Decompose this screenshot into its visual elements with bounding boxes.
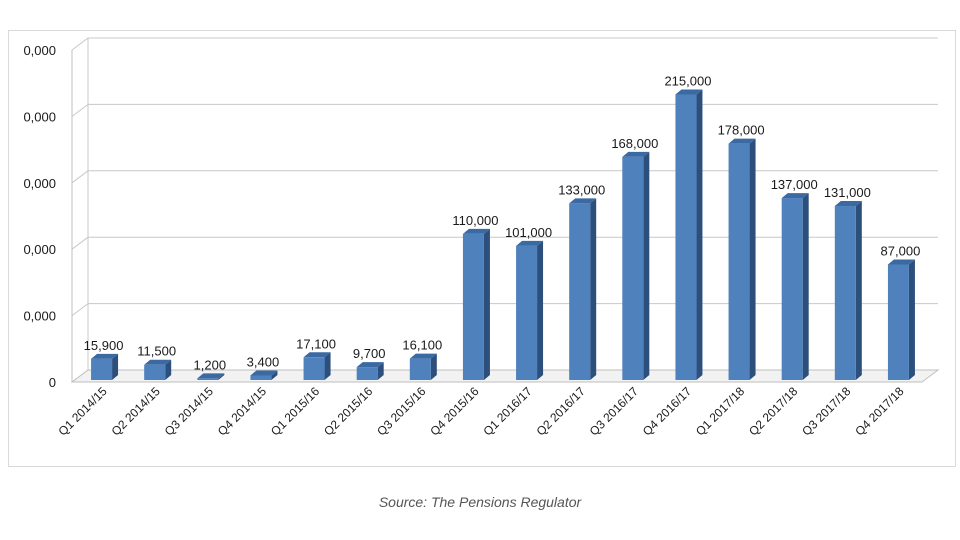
y-tick-label: 0,000 — [23, 242, 56, 257]
bar-side — [643, 151, 650, 380]
data-label: 131,000 — [824, 185, 871, 200]
data-label: 87,000 — [881, 243, 921, 258]
data-label: 101,000 — [505, 225, 552, 240]
y-tick-label: 0,000 — [23, 309, 56, 324]
bar — [728, 143, 750, 380]
gridline-depth — [71, 170, 89, 184]
bar-side — [377, 362, 384, 380]
bar-top — [144, 359, 172, 365]
x-tick-label: Q4 2016/17 — [640, 384, 694, 438]
y-tick-label: 0,000 — [23, 109, 56, 124]
bar-side — [271, 370, 278, 380]
bar — [569, 203, 591, 380]
bar-top — [887, 259, 915, 265]
y-axis: 0 0,000 0,000 0,000 0,000 0,000 — [23, 43, 56, 390]
data-label: 11,500 — [137, 344, 176, 359]
data-label: 215,000 — [664, 73, 711, 88]
data-labels: 15,900 11,500 1,200 3,400 17,100 9,700 16,100 1… — [84, 73, 921, 372]
bar-side — [855, 201, 862, 380]
bar-side — [749, 138, 756, 380]
bar-top — [197, 373, 225, 379]
chart-floor — [70, 369, 940, 383]
bar — [356, 367, 378, 380]
bar — [887, 264, 909, 380]
bar-top — [516, 240, 544, 246]
bar-side — [165, 359, 172, 380]
data-label: 9,700 — [353, 346, 386, 361]
bar-top — [781, 193, 809, 199]
chart-frame — [8, 30, 956, 467]
bar — [197, 378, 219, 380]
data-label: 15,900 — [84, 338, 124, 353]
bar — [303, 357, 325, 380]
bar-top — [834, 201, 862, 207]
bar — [622, 156, 644, 380]
bar-top — [356, 362, 384, 368]
data-label: 168,000 — [611, 136, 658, 151]
bar-side — [590, 198, 597, 380]
bar-top — [409, 353, 437, 359]
bar-side — [483, 228, 490, 380]
y-tick-label: 0 — [49, 375, 56, 390]
x-tick-label: Q1 2016/17 — [480, 384, 534, 438]
x-tick-label: Q1 2015/16 — [268, 384, 322, 438]
y-tick-label: 0,000 — [23, 43, 56, 58]
bar-side — [696, 89, 703, 380]
data-label: 3,400 — [247, 354, 280, 369]
bar-side — [112, 353, 119, 380]
source-note: Source: The Pensions Regulator — [378, 494, 582, 510]
gridline-depth — [71, 236, 89, 250]
bar — [675, 94, 697, 380]
x-tick-label: Q2 2014/15 — [109, 384, 163, 438]
data-label: 133,000 — [558, 182, 605, 197]
bar-top — [622, 151, 650, 157]
bar-side — [537, 240, 544, 380]
gridline-depth — [71, 303, 89, 317]
bar-top — [303, 352, 331, 358]
bar-side — [324, 352, 331, 380]
bar — [250, 375, 272, 380]
bar-side — [908, 259, 915, 380]
x-tick-label: Q1 2014/15 — [55, 384, 109, 438]
bar-top — [728, 138, 756, 144]
x-tick-label: Q3 2015/16 — [374, 384, 428, 438]
bar — [462, 233, 484, 380]
x-tick-label: Q2 2016/17 — [534, 384, 588, 438]
bar — [516, 245, 538, 380]
bar-side — [218, 373, 225, 380]
gridline-depth — [71, 37, 89, 51]
bar — [91, 358, 113, 380]
bar-top — [569, 198, 597, 204]
gridline-depth — [71, 104, 89, 117]
bar-top — [91, 353, 119, 359]
bar-top — [462, 228, 490, 234]
bars — [91, 89, 915, 380]
bar — [144, 364, 166, 380]
x-tick-label: Q4 2015/16 — [427, 384, 481, 438]
data-label: 178,000 — [718, 123, 765, 138]
x-tick-label: Q3 2014/15 — [162, 384, 216, 438]
x-tick-label: Q2 2017/18 — [746, 384, 800, 438]
y-tick-label: 0,000 — [23, 176, 56, 191]
data-label: 110,000 — [452, 213, 498, 228]
x-tick-label: Q1 2017/18 — [693, 384, 747, 438]
bar-side — [430, 353, 437, 380]
bar-side — [802, 193, 809, 380]
x-tick-label: Q2 2015/16 — [321, 384, 375, 438]
bar — [781, 198, 803, 380]
bar — [834, 206, 856, 380]
x-tick-label: Q3 2016/17 — [587, 384, 641, 438]
x-tick-label: Q4 2014/15 — [215, 384, 269, 438]
data-label: 17,100 — [296, 336, 336, 351]
bar — [409, 358, 431, 380]
x-tick-label: Q4 2017/18 — [852, 384, 906, 438]
data-label: 1,200 — [194, 357, 227, 372]
data-label: 16,100 — [402, 338, 442, 353]
x-tick-label: Q3 2017/18 — [799, 384, 853, 438]
bar-top — [250, 370, 278, 376]
data-label: 137,000 — [771, 177, 818, 192]
bar-top — [675, 89, 703, 95]
